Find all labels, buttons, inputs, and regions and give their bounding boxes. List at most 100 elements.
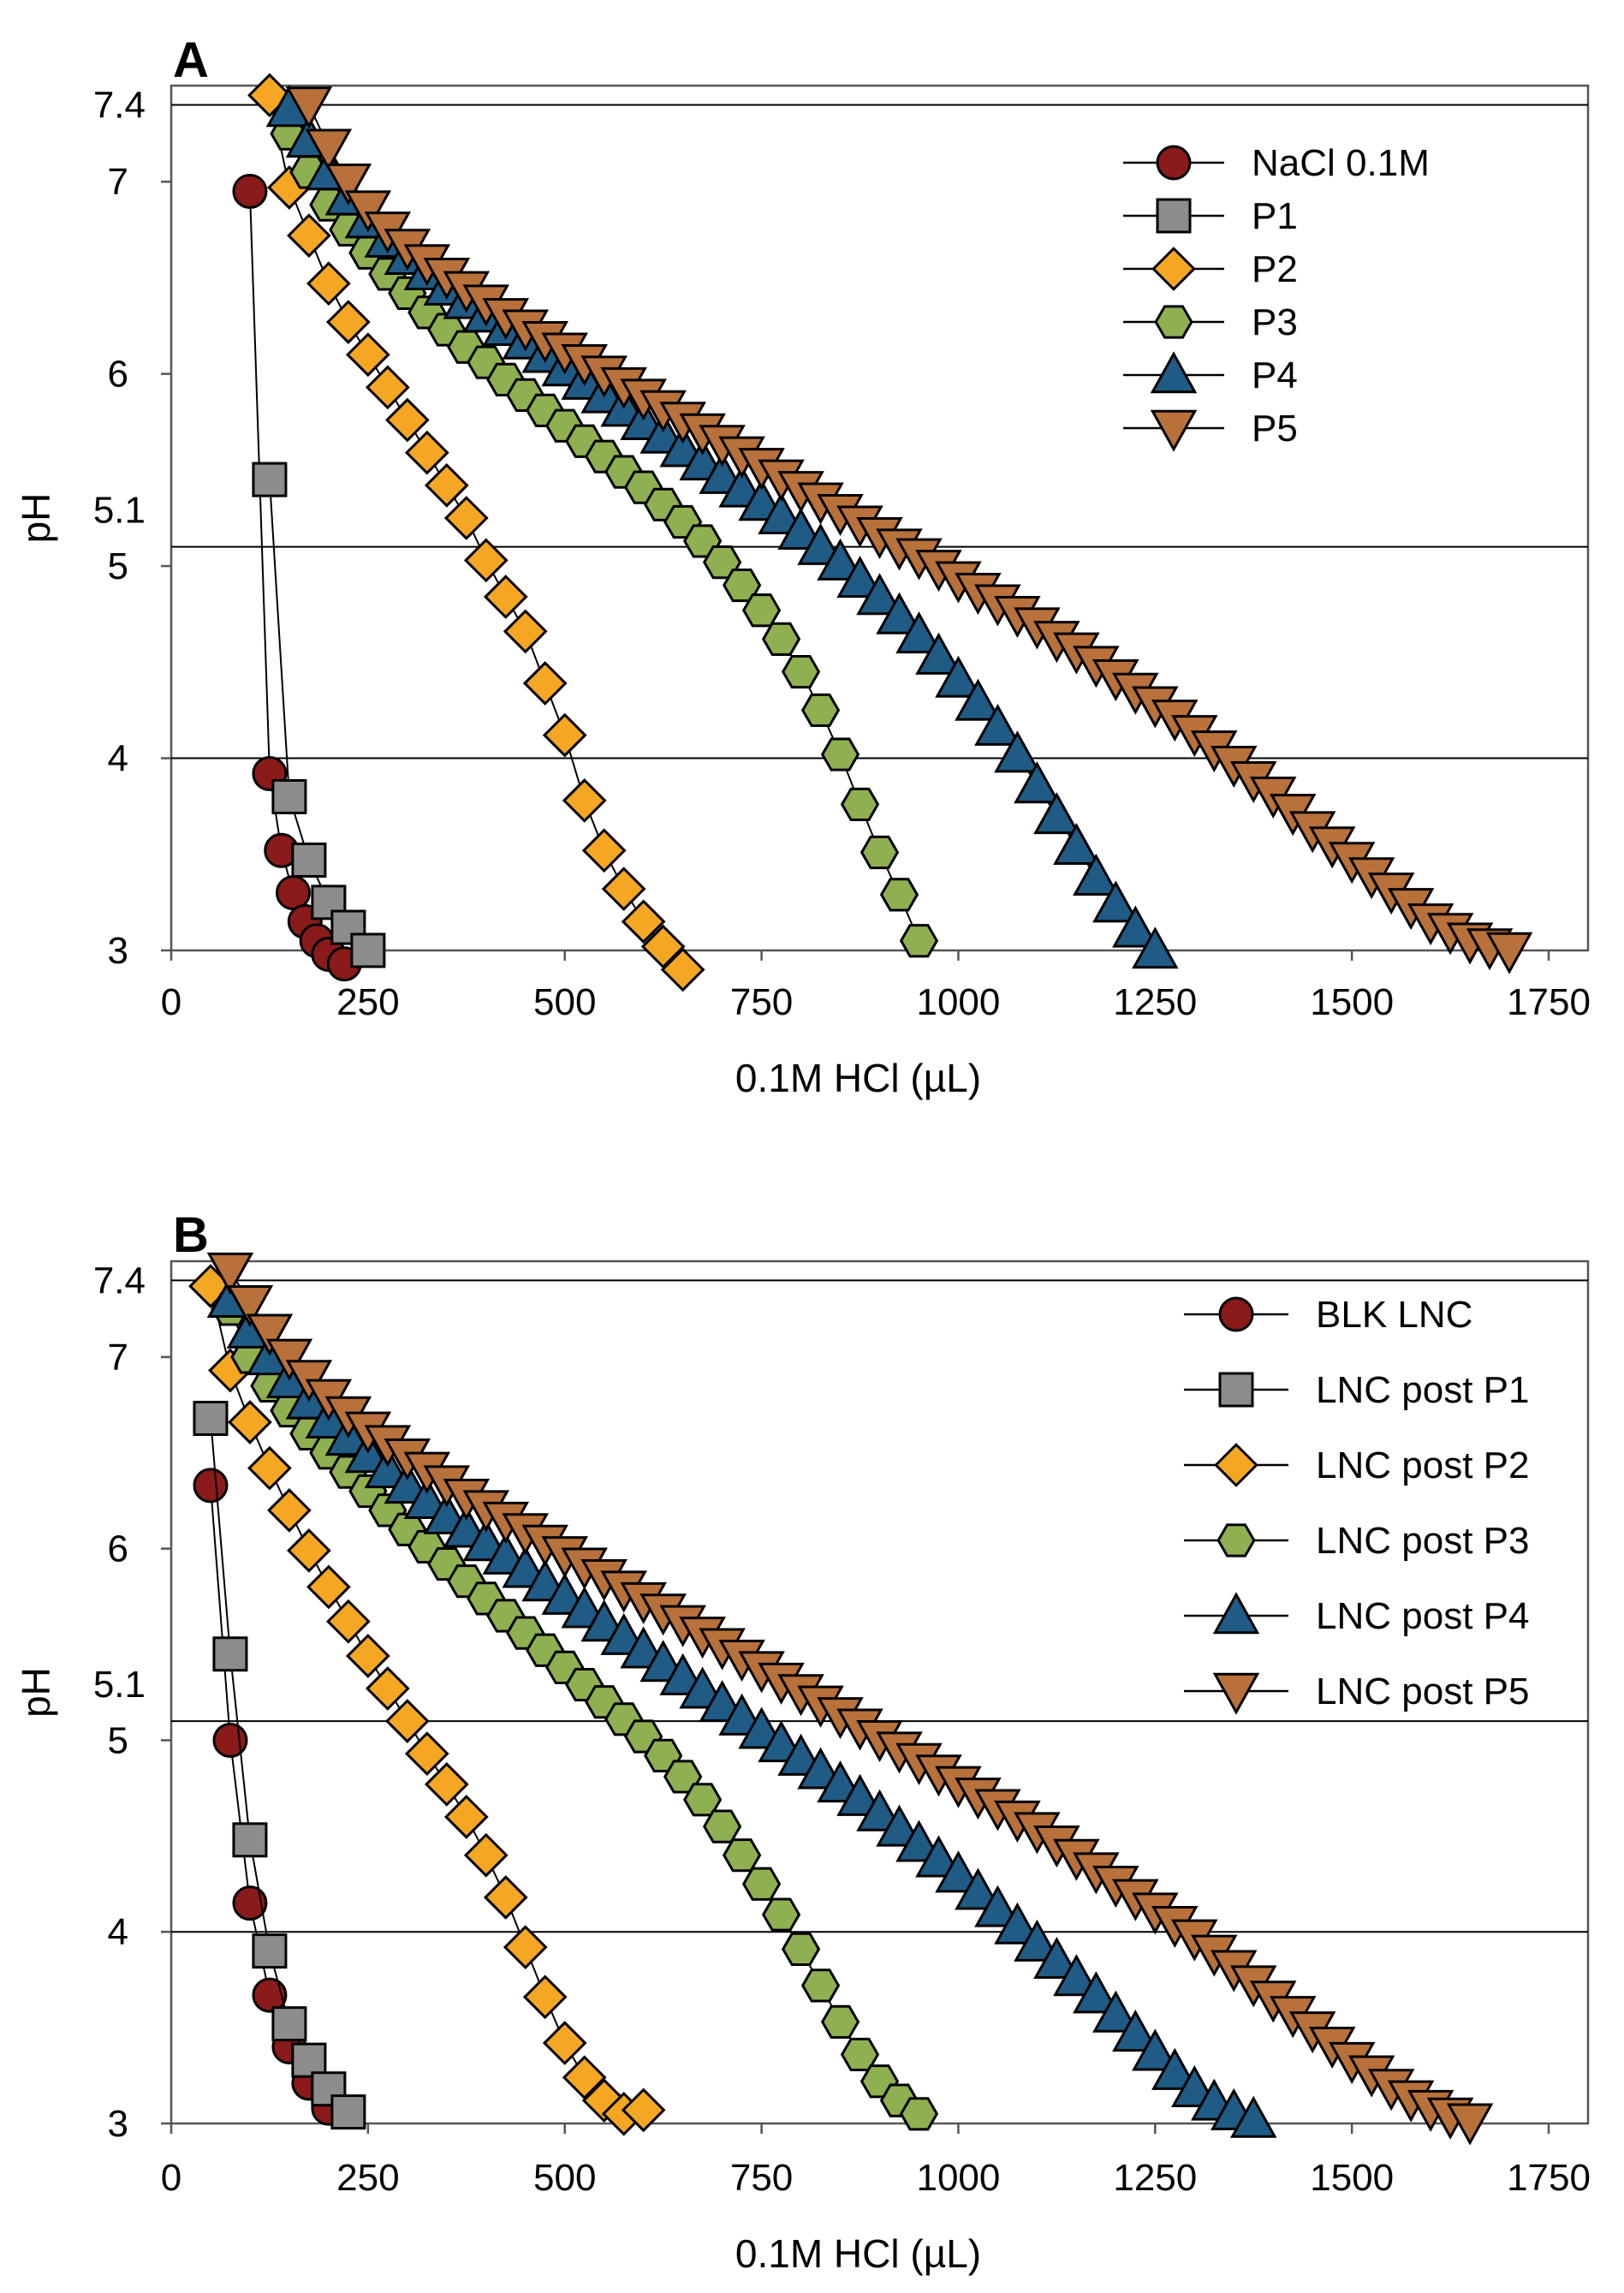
x-tick-label: 1000: [916, 2157, 1000, 2199]
data-point: [1446, 2103, 1494, 2146]
data-point: [562, 2055, 607, 2100]
data-point: [879, 878, 919, 912]
x-tick-label: 1000: [916, 981, 1000, 1023]
x-tick-label: 250: [336, 2157, 399, 2199]
data-point: [1132, 926, 1179, 969]
data-point: [291, 843, 327, 878]
legend-entry: LNC post P2: [1184, 1443, 1529, 1487]
data-point: [1092, 880, 1139, 923]
legend-label: LNC post P5: [1316, 1671, 1529, 1712]
data-point: [228, 1400, 272, 1444]
data-point: [797, 522, 844, 565]
data-point: [935, 655, 982, 698]
data-point: [1053, 1954, 1100, 1997]
x-axis-title: 0.1M HCl (µL): [735, 2231, 981, 2276]
data-point: [384, 397, 430, 443]
data-point: [345, 1634, 390, 1678]
data-point: [974, 1885, 1021, 1927]
data-point: [291, 2042, 327, 2078]
data-point: [252, 1977, 288, 2013]
data-point: [265, 1338, 313, 1381]
legend-entry: P3: [1123, 301, 1298, 343]
x-tick-label: 1750: [1507, 981, 1591, 1023]
y-tick-label-extra: 5.1: [93, 1664, 146, 1706]
legend-entry: LNC post P3: [1184, 1520, 1529, 1562]
data-point: [1033, 1937, 1080, 1980]
x-tick-label: 1500: [1310, 981, 1394, 1023]
data-point: [781, 654, 821, 689]
series-line: [209, 1485, 330, 2109]
data-point: [876, 1804, 923, 1847]
series-lnc-post-p1: [193, 1400, 366, 2130]
y-tick-label: 4: [108, 1911, 128, 1953]
y-axis-title: pH: [14, 1667, 58, 1718]
legend-marker: [1151, 247, 1196, 291]
series-line: [307, 104, 1510, 951]
data-point: [193, 1400, 229, 1436]
data-point: [365, 365, 410, 410]
data-point: [247, 73, 292, 118]
data-point: [820, 2004, 860, 2039]
data-point: [800, 693, 841, 728]
y-tick-label-extra: 7.4: [93, 84, 146, 126]
x-tick-label: 750: [730, 981, 793, 1023]
data-point: [741, 593, 782, 628]
data-point: [660, 947, 705, 992]
data-point: [311, 884, 347, 920]
y-tick-label: 6: [108, 1528, 128, 1570]
data-point: [836, 556, 883, 599]
data-point: [424, 462, 469, 508]
data-point: [915, 1835, 962, 1878]
legend-marker: [1150, 351, 1198, 394]
data-point: [1229, 2095, 1277, 2138]
data-point: [193, 1468, 229, 1504]
data-point: [856, 573, 903, 616]
data-point: [581, 828, 627, 873]
series-lnc-post-p2: [188, 1264, 666, 2136]
data-point: [522, 661, 568, 706]
data-point: [443, 496, 489, 540]
data-point: [1073, 853, 1120, 896]
data-point: [384, 1462, 431, 1504]
data-point: [326, 1599, 371, 1644]
data-point: [365, 1666, 410, 1711]
data-point: [640, 924, 686, 969]
x-tick-label: 1750: [1507, 2157, 1591, 2199]
legend-marker: [1156, 145, 1192, 181]
legend-entry: NaCl 0.1M: [1123, 142, 1430, 184]
y-axis-title: pH: [14, 493, 58, 544]
data-point: [935, 1850, 982, 1893]
data-point: [326, 300, 371, 344]
data-point: [503, 1925, 548, 1969]
data-point: [285, 86, 333, 129]
x-axis-title: 0.1M HCl (µL): [735, 1056, 981, 1100]
x-tick-label: 500: [533, 981, 596, 1023]
legend: BLK LNC LNC post P1 LNC post P2 LNC post P3…: [1184, 1294, 1529, 1715]
legend-marker: [1154, 305, 1193, 339]
data-point: [483, 575, 528, 619]
data-point: [443, 1795, 489, 1839]
data-point: [955, 1867, 1002, 1910]
data-point: [899, 2097, 939, 2131]
data-point: [403, 1476, 451, 1519]
data-point: [820, 737, 860, 771]
legend-label: P2: [1252, 248, 1298, 290]
data-point: [287, 213, 331, 258]
plot-area-frame: [170, 84, 1590, 952]
data-point: [974, 703, 1021, 746]
series-lnc-post-p5: [206, 1252, 1494, 2146]
data-point: [232, 1822, 268, 1858]
data-point: [267, 1488, 312, 1533]
y-tick-label: 3: [108, 2103, 128, 2145]
data-point: [364, 1446, 412, 1489]
legend-label: LNC post P2: [1316, 1444, 1529, 1486]
legend-entry: BLK LNC: [1184, 1294, 1472, 1336]
data-point: [1014, 1919, 1061, 1962]
data-point: [955, 678, 1002, 721]
data-point: [542, 2021, 587, 2065]
data-point: [483, 1875, 528, 1920]
data-point: [324, 163, 372, 206]
data-point: [306, 261, 351, 307]
x-tick-label: 0: [161, 2157, 181, 2199]
